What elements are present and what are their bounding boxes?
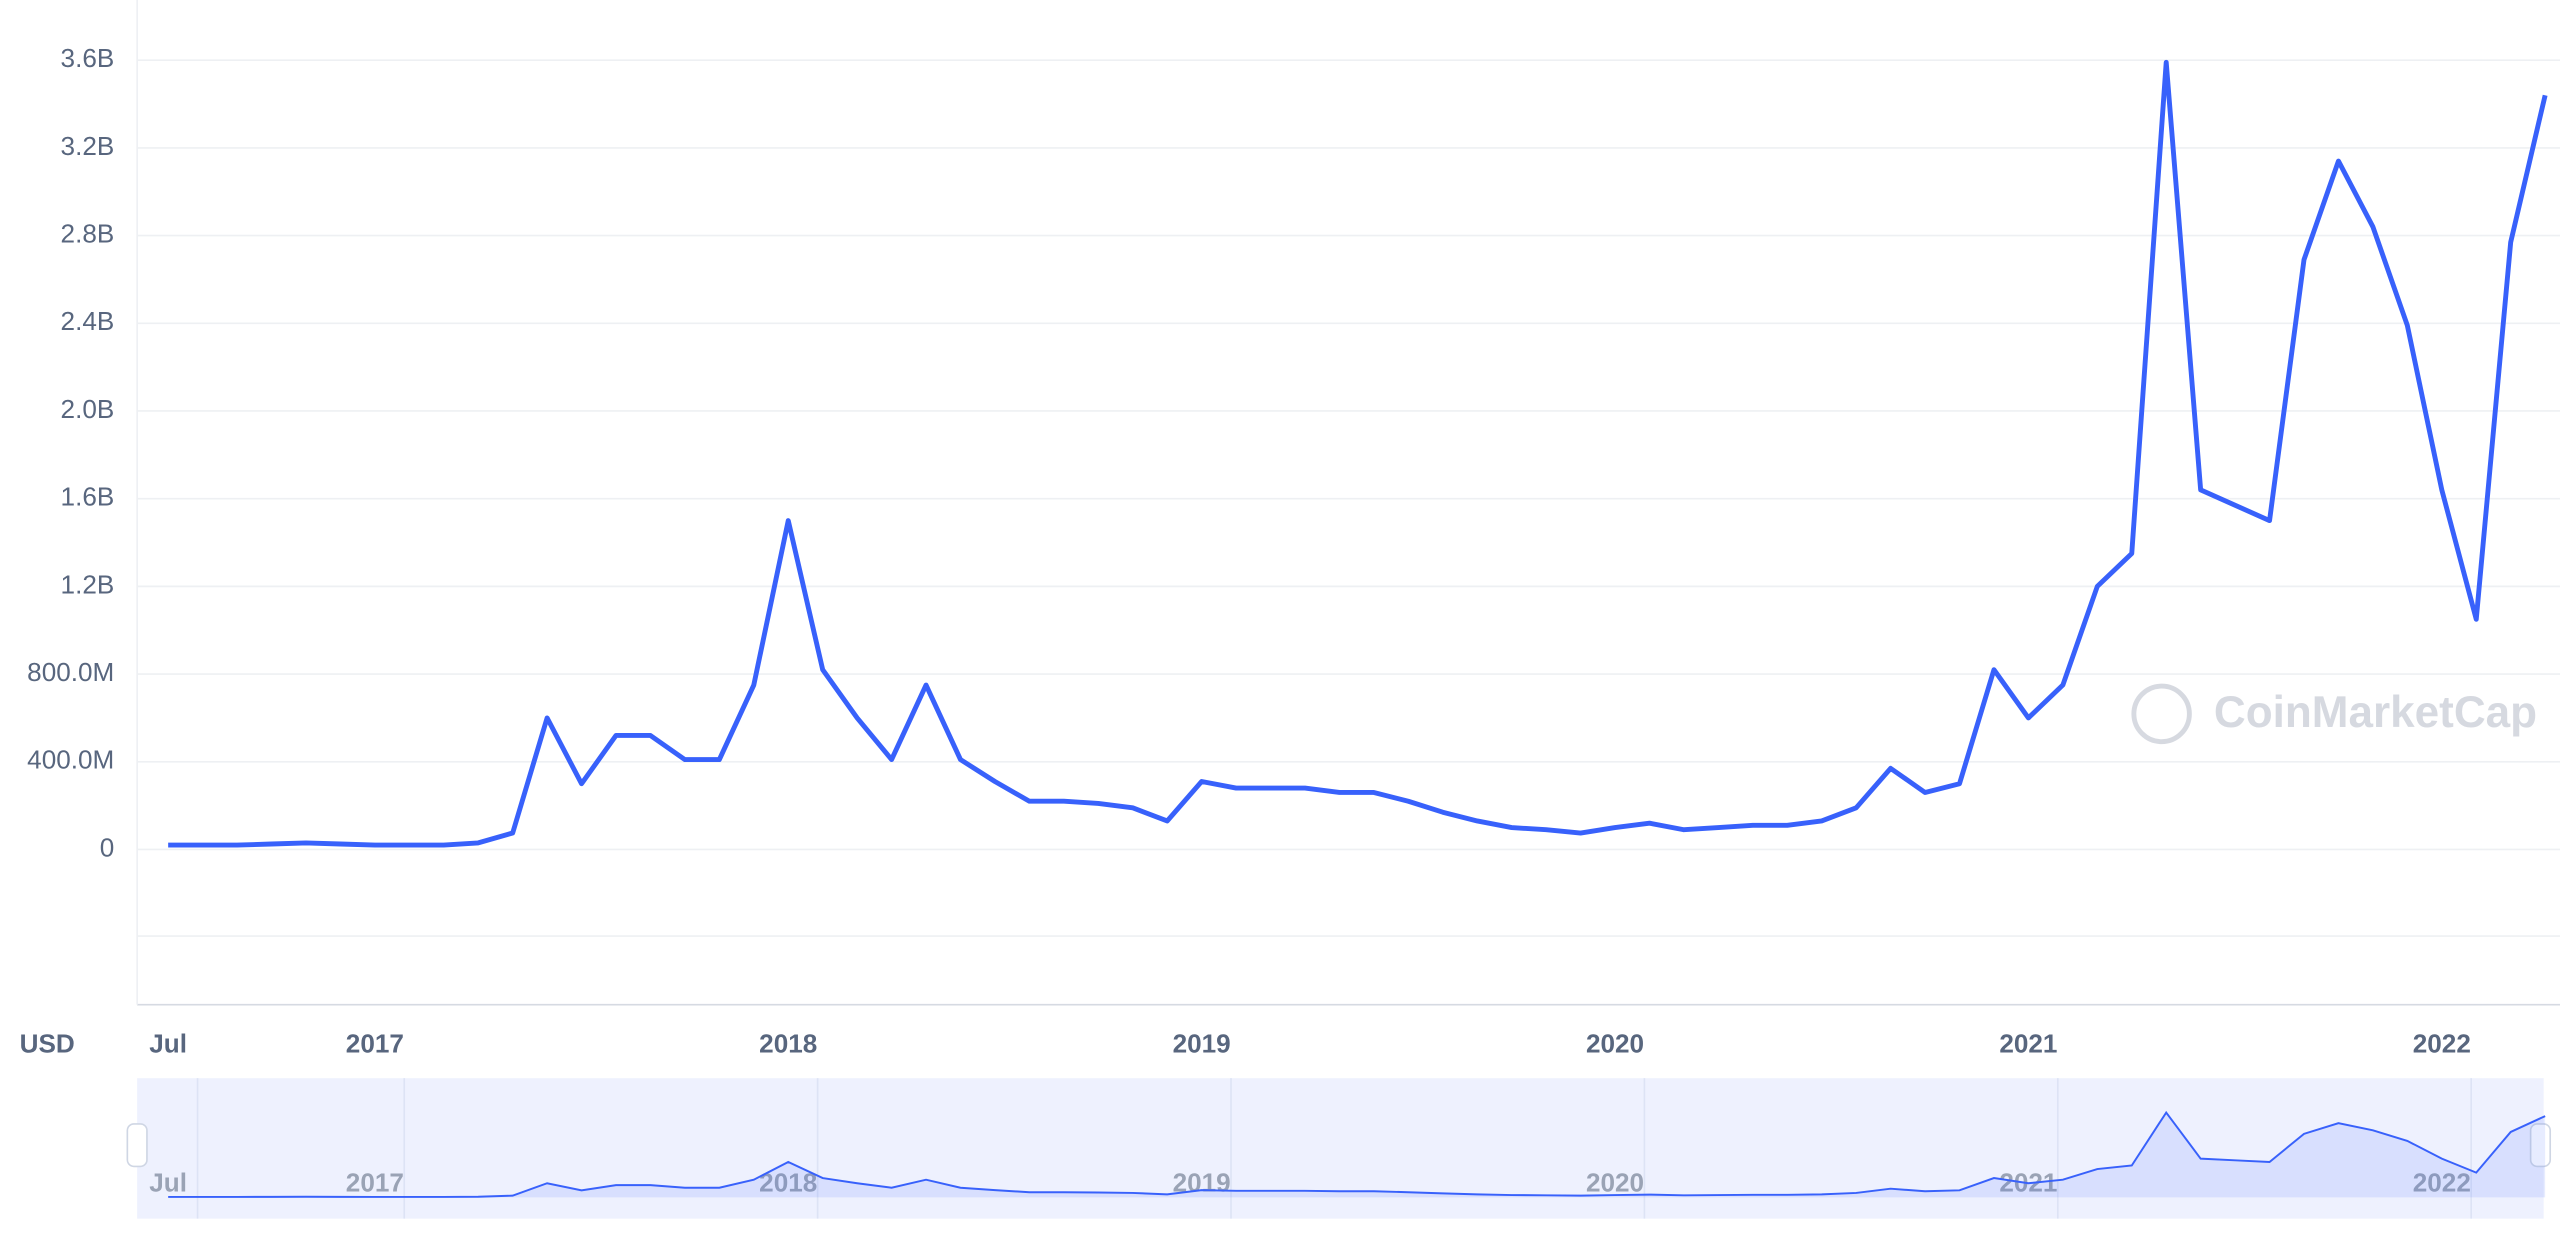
navigator-tick-label: 2020: [1586, 1167, 1644, 1197]
y-tick-label: 0: [100, 832, 115, 862]
y-tick-label: 2.0B: [61, 394, 115, 424]
x-tick-label: 2018: [759, 1028, 817, 1058]
y-tick-label: 2.8B: [61, 218, 115, 248]
currency-label: USD: [20, 1028, 75, 1058]
navigator-tick-label: 2017: [346, 1167, 404, 1197]
x-tick-label: 2021: [1999, 1028, 2057, 1058]
watermark-text: CoinMarketCap: [2214, 688, 2537, 737]
y-tick-label: 3.2B: [61, 131, 115, 161]
y-tick-label: 1.6B: [61, 482, 115, 512]
navigator-handle-left[interactable]: [126, 1123, 148, 1168]
watermark: CoinMarketCap: [2131, 683, 2537, 745]
navigator-handle-right[interactable]: [2529, 1123, 2552, 1168]
navigator-tick-label: 2022: [2413, 1167, 2471, 1197]
x-tick-label: Jul: [149, 1028, 187, 1058]
y-tick-label: 800.0M: [27, 657, 114, 687]
navigator-tick-label: Jul: [149, 1167, 187, 1197]
x-tick-label: 2022: [2413, 1028, 2471, 1058]
x-tick-label: 2019: [1173, 1028, 1231, 1058]
watermark-logo: [2131, 683, 2192, 745]
y-tick-label: 400.0M: [27, 745, 114, 775]
y-tick-label: 1.2B: [61, 569, 115, 599]
y-tick-label: 2.4B: [61, 306, 115, 336]
y-tick-label: 3.6B: [61, 43, 115, 73]
line: [168, 59, 2548, 848]
x-tick-label: 2017: [346, 1028, 404, 1058]
x-tick-label: 2020: [1586, 1028, 1644, 1058]
navigator-line: [168, 1110, 2546, 1198]
